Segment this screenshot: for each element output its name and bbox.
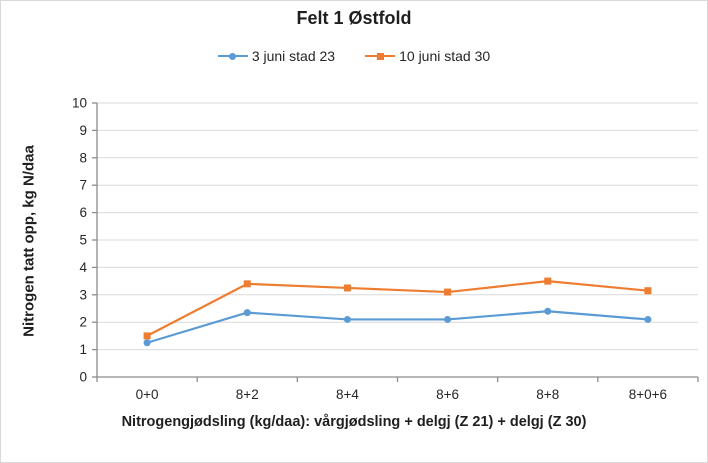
legend-label: 3 juni stad 23 [251,48,336,64]
data-point-marker [644,287,652,295]
y-tick-label: 3 [79,287,87,302]
x-tick-label: 8+4 [336,387,359,402]
y-tick-label: 5 [79,233,87,248]
y-tick-label: 0 [79,370,87,385]
x-tick-labels: 0+0 8+2 8+4 8+6 8+8 8+0+6 [136,387,667,402]
data-point-marker [343,315,351,323]
y-tick-label: 4 [79,260,87,275]
legend-item-series-2: 10 juni stad 30 [365,48,490,64]
data-point-marker [644,315,652,323]
data-point-marker [143,339,151,347]
y-tick-label: 8 [79,150,87,165]
data-point-marker [444,288,452,296]
x-tick-label: 0+0 [136,387,159,402]
data-point-marker [444,315,452,323]
x-tick-label: 8+0+6 [629,387,667,402]
y-tick-label: 9 [79,123,87,138]
legend: 3 juni stad 23 10 juni stad 30 [1,48,707,64]
data-point-marker [343,284,351,292]
x-tick-label: 8+6 [436,387,459,402]
data-point-marker [143,332,151,340]
x-tick-label: 8+8 [536,387,559,402]
y-tick-label: 6 [79,205,87,220]
x-axis-title: Nitrogengjødsling (kg/daa): vårgjødsling… [121,414,587,430]
data-point-marker [544,277,552,285]
data-point-marker [243,309,251,317]
series-1-line [143,307,652,347]
chart-title: Felt 1 Østfold [296,8,412,28]
y-axis-title: Nitrogen tatt opp, kg N/daa [20,145,38,337]
legend-label: 10 juni stad 30 [399,48,491,64]
series-2-line [143,277,652,340]
y-tick-label: 7 [79,178,87,193]
x-tick-label: 8+2 [236,387,259,402]
data-point-marker [243,280,251,288]
y-tick-label: 10 [72,96,87,111]
legend-line-marker-icon [217,52,248,61]
legend-item-series-1: 3 juni stad 23 [217,48,336,64]
data-point-marker [544,307,552,315]
gridlines [97,102,698,351]
y-tick-label: 2 [79,315,87,330]
axes [92,102,699,382]
legend-line-marker-icon [365,52,396,61]
y-tick-labels: 0 1 2 3 4 5 6 7 8 9 10 [72,96,88,385]
y-tick-label: 1 [79,342,87,357]
